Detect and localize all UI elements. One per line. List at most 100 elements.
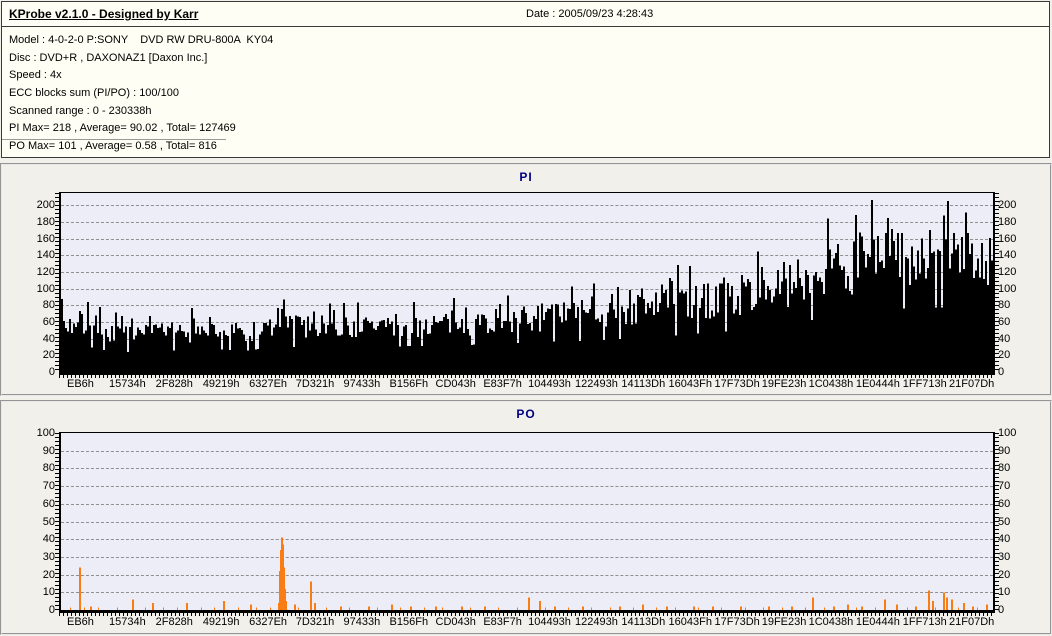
pi-ytick-right-20: 20 xyxy=(998,349,1011,362)
pi-xtick-label: E83F7h xyxy=(483,378,522,390)
pi-ytick-left-100: 100 xyxy=(36,282,55,295)
po-ytick-left-80: 80 xyxy=(42,462,55,475)
po-xtick-label: 14113Dh xyxy=(621,616,666,628)
pi-ytick-left-0: 0 xyxy=(48,366,55,378)
gridline-20 xyxy=(61,574,993,576)
gridline-90 xyxy=(61,450,993,452)
po-xtick-label: 104493h xyxy=(528,616,571,628)
scan-info-row: Speed : 4x xyxy=(9,69,62,82)
pi-ytick-right-60: 60 xyxy=(998,316,1011,329)
po-xtick-label: B156Fh xyxy=(389,616,429,628)
pi-ytick-left-120: 120 xyxy=(36,266,55,279)
pi-data-series xyxy=(61,199,993,372)
po-xtick-label: 1FF713h xyxy=(902,616,947,628)
pi-xtick-label: 7D321h xyxy=(295,378,335,390)
pi-ytick-right-100: 100 xyxy=(998,282,1017,295)
pi-chart-title: PI xyxy=(519,170,533,184)
po-plot-area xyxy=(59,432,995,613)
gridline-180 xyxy=(61,222,993,224)
pi-ytick-right-200: 200 xyxy=(998,199,1017,212)
pi-xtick-label: 104493h xyxy=(528,378,571,390)
po-ytick-left-0: 0 xyxy=(48,604,55,616)
gridline-50 xyxy=(61,521,993,523)
gridline-80 xyxy=(61,305,993,307)
po-ytick-right-10: 10 xyxy=(998,586,1011,599)
pi-ytick-right-40: 40 xyxy=(998,332,1011,345)
po-ytick-left-30: 30 xyxy=(42,550,55,563)
pi-xtick-label: 15734h xyxy=(109,378,146,390)
po-xtick-label: 1E0444h xyxy=(855,616,900,628)
pi-xtick-label: 49219h xyxy=(202,378,240,390)
po-xtick-label: E83F7h xyxy=(483,616,522,628)
po-xtick-label: 97433h xyxy=(343,616,381,628)
po-xtick-label: 122493h xyxy=(575,616,618,628)
scan-info-row: PO Max= 101 , Average= 0.58 , Total= 816 xyxy=(9,140,217,153)
po-ytick-right-0: 0 xyxy=(998,604,1005,616)
pi-xtick-label: 1C0438h xyxy=(808,378,854,390)
pi-xtick-label: 122493h xyxy=(575,378,618,390)
pi-ytick-left-40: 40 xyxy=(42,332,55,345)
gridline-70 xyxy=(61,486,993,488)
scan-info-row: Model : 4-0-2-0 P:SONY DVD RW DRU-800A K… xyxy=(9,34,274,46)
pi-xtick-label: 21F07Dh xyxy=(949,378,995,390)
po-ytick-left-20: 20 xyxy=(42,568,55,581)
po-ytick-left-40: 40 xyxy=(42,533,55,546)
pi-xtick-label: 17F73Dh xyxy=(714,378,760,390)
po-chart-panel: PO 0 0 10 10 20 20 30 30 40 40 50 50 60 60 70 70 80 80 90 9… xyxy=(0,400,1052,635)
po-xtick-label: 15734h xyxy=(109,616,146,628)
gridline-60 xyxy=(61,503,993,505)
pi-xtick-label: 14113Dh xyxy=(621,378,666,390)
po-xtick-label: 1C0438h xyxy=(808,616,854,628)
scan-info-row: Scanned range : 0 - 230338h xyxy=(9,104,152,117)
gridline-10 xyxy=(61,592,993,594)
pi-axis-ticks xyxy=(59,375,995,378)
po-ytick-left-50: 50 xyxy=(42,515,55,528)
po-xtick-label: 16043Fh xyxy=(668,616,712,628)
gridline-160 xyxy=(61,238,993,240)
pi-plot-area xyxy=(59,192,995,375)
app-title: KProbe v2.1.0 - Designed by Karr xyxy=(9,7,199,21)
row-divider xyxy=(2,139,226,140)
pi-ytick-left-80: 80 xyxy=(42,299,55,312)
pi-ytick-right-160: 160 xyxy=(998,232,1017,245)
gridline-140 xyxy=(61,255,993,257)
pi-ytick-left-200: 200 xyxy=(36,199,55,212)
pi-ytick-right-120: 120 xyxy=(998,266,1017,279)
pi-ytick-left-180: 180 xyxy=(36,216,55,229)
po-chart-title: PO xyxy=(516,407,536,421)
po-axis-ticks xyxy=(55,433,59,610)
scan-info-row: PI Max= 218 , Average= 90.02 , Total= 12… xyxy=(9,122,236,135)
pi-xtick-label: 1E0444h xyxy=(855,378,900,390)
po-ytick-left-100: 100 xyxy=(36,427,55,439)
po-ytick-left-60: 60 xyxy=(42,497,55,510)
po-xtick-label: 21F07Dh xyxy=(949,616,995,628)
pi-ytick-right-140: 140 xyxy=(998,249,1017,262)
pi-xtick-label: EB6h xyxy=(66,378,94,390)
pi-ytick-left-60: 60 xyxy=(42,316,55,329)
po-xtick-label: 19FE23h xyxy=(761,616,807,628)
pi-xtick-label: 6327Eh xyxy=(249,378,288,390)
pi-xtick-label: CD043h xyxy=(435,378,476,390)
pi-ytick-left-140: 140 xyxy=(36,249,55,262)
pi-ytick-left-160: 160 xyxy=(36,232,55,245)
po-ytick-right-100: 100 xyxy=(998,427,1017,439)
pi-xtick-label: 97433h xyxy=(343,378,381,390)
po-xtick-label: 7D321h xyxy=(295,616,335,628)
po-ytick-right-30: 30 xyxy=(998,550,1011,563)
pi-xaxis-labels: EB6h 15734h 2F828h 49219h 6327Eh 7D321h 97433h… xyxy=(57,378,995,390)
scan-date: Date : 2005/09/23 4:28:43 xyxy=(526,8,654,20)
scan-info-row: Disc : DVD+R , DAXONAZ1 [Daxon Inc.] xyxy=(9,51,208,64)
pi-ytick-right-0: 0 xyxy=(998,366,1005,378)
po-ytick-left-90: 90 xyxy=(42,444,55,457)
po-xtick-label: EB6h xyxy=(66,616,94,628)
pi-xtick-label: 2F828h xyxy=(155,378,193,390)
pi-axis-ticks xyxy=(995,193,999,372)
pi-xtick-label: 19FE23h xyxy=(761,378,807,390)
pi-axis-ticks xyxy=(55,193,59,372)
po-ytick-right-60: 60 xyxy=(998,497,1011,510)
po-ytick-right-70: 70 xyxy=(998,480,1011,493)
pi-xtick-label: 16043Fh xyxy=(668,378,712,390)
po-data-series xyxy=(70,537,988,610)
pi-ytick-right-180: 180 xyxy=(998,216,1017,229)
gridline-200 xyxy=(61,205,993,207)
